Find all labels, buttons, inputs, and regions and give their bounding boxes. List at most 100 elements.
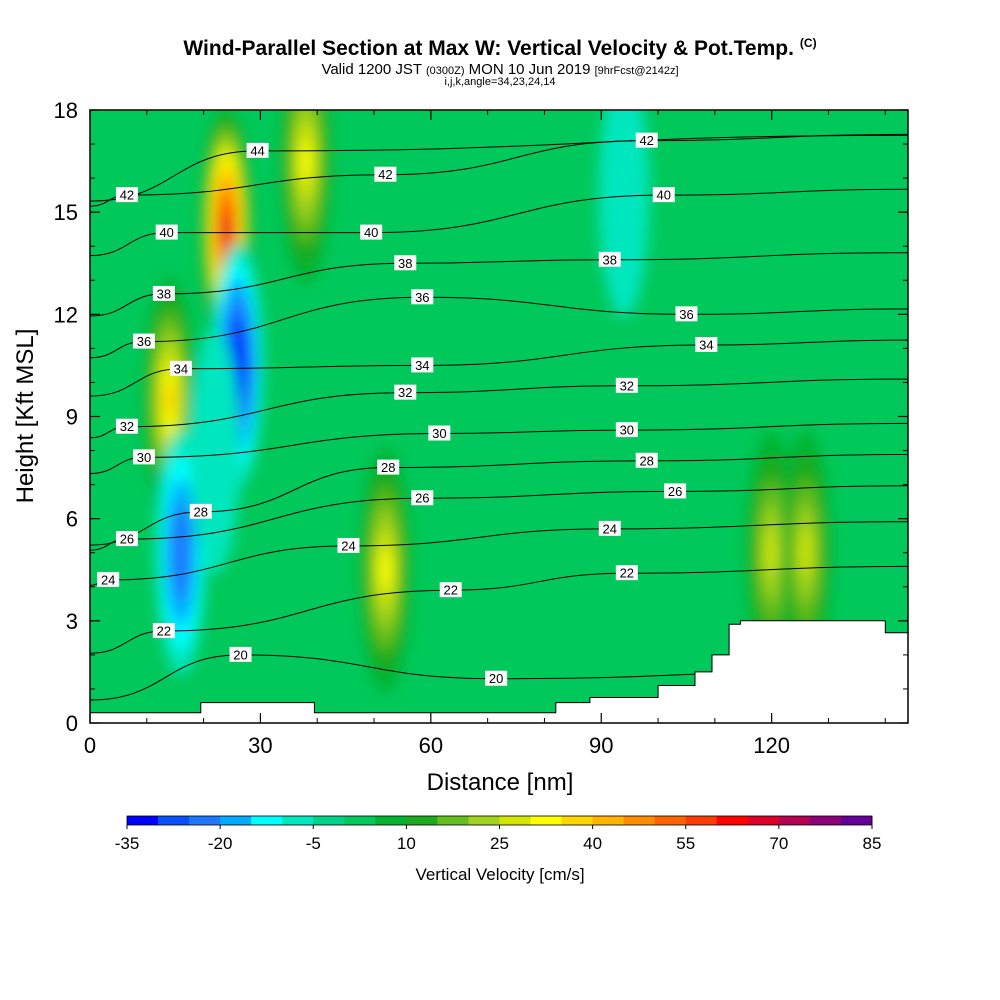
contour-label-text: 34 bbox=[699, 337, 713, 352]
contour-label: 20 bbox=[485, 670, 508, 686]
updraft-band bbox=[799, 528, 812, 578]
contour-label: 22 bbox=[439, 582, 462, 598]
contour-label: 28 bbox=[635, 452, 658, 468]
contour-label: 32 bbox=[615, 377, 638, 393]
contour-label-box bbox=[155, 224, 178, 240]
updraft-band bbox=[220, 219, 233, 240]
contour-label: 30 bbox=[132, 449, 155, 465]
contour-label-box bbox=[411, 357, 434, 373]
contour-label: 28 bbox=[377, 459, 400, 475]
contour-label-text: 32 bbox=[398, 385, 412, 400]
contour-label: 40 bbox=[155, 224, 178, 240]
contour-label: 36 bbox=[675, 306, 698, 322]
contour-label: 38 bbox=[394, 255, 417, 271]
contour-label-text: 44 bbox=[250, 143, 264, 158]
updraft-cell bbox=[280, 110, 332, 284]
theta-contour bbox=[90, 134, 908, 202]
colorbar-swatch bbox=[716, 816, 749, 825]
colorbar-swatch bbox=[437, 816, 469, 825]
colorbar-swatch bbox=[468, 816, 500, 825]
colorbar-label: Vertical Velocity [cm/s] bbox=[415, 865, 584, 884]
downdraft-band bbox=[611, 133, 637, 257]
theta-contour bbox=[90, 454, 908, 546]
colorbar-tick-label: 25 bbox=[490, 834, 509, 853]
contour-label: 30 bbox=[615, 422, 638, 438]
colorbar-tick-label: 55 bbox=[676, 834, 695, 853]
colorbar-tick-label: -20 bbox=[208, 834, 233, 853]
contour-label-text: 30 bbox=[432, 426, 446, 441]
contour-label-box bbox=[652, 187, 675, 203]
downdraft-band bbox=[202, 389, 228, 512]
contour-label-box bbox=[189, 503, 212, 519]
contour-label: 32 bbox=[115, 418, 138, 434]
contour-label: 26 bbox=[115, 531, 138, 547]
contour-label: 22 bbox=[152, 623, 175, 639]
valid-date: MON 10 Jun 2019 bbox=[468, 61, 591, 78]
contour-label-text: 22 bbox=[443, 583, 457, 598]
contour-label-box bbox=[598, 251, 621, 267]
colorbar-swatch bbox=[282, 816, 314, 825]
contour-label-text: 42 bbox=[378, 167, 392, 182]
contour-label: 26 bbox=[664, 483, 687, 499]
contour-label-text: 38 bbox=[157, 286, 171, 301]
contour-label-text: 20 bbox=[233, 647, 247, 662]
contour-label-text: 26 bbox=[668, 484, 682, 499]
x-axis-label: Distance [nm] bbox=[427, 769, 574, 796]
contour-label-text: 24 bbox=[341, 538, 355, 553]
contour-label: 32 bbox=[394, 384, 417, 400]
updraft-cell bbox=[780, 430, 832, 676]
contour-label: 38 bbox=[152, 285, 175, 301]
colorbar-swatch bbox=[561, 816, 594, 825]
contour-label: 20 bbox=[229, 646, 252, 662]
downdraft-cell bbox=[189, 327, 241, 574]
colorbar-swatch bbox=[623, 816, 656, 825]
colorbar-swatch bbox=[220, 816, 252, 825]
x-tick-label: 60 bbox=[419, 733, 443, 758]
colorbar-swatch bbox=[747, 816, 780, 825]
contour-label: 34 bbox=[411, 357, 434, 373]
x-tick-label: 0 bbox=[84, 733, 96, 758]
contour-label-text: 34 bbox=[415, 358, 429, 373]
colorbar-tick-label: 70 bbox=[769, 834, 788, 853]
y-tick-label: 6 bbox=[66, 507, 78, 532]
contour-label-box bbox=[411, 490, 434, 506]
y-tick-label: 3 bbox=[66, 609, 78, 634]
contour-label-box bbox=[152, 623, 175, 639]
contour-label-box bbox=[428, 425, 451, 441]
contour-label-text: 36 bbox=[137, 334, 151, 349]
colorbar-swatch bbox=[127, 816, 159, 825]
contour-label-text: 22 bbox=[157, 624, 171, 639]
contour-label: 44 bbox=[246, 142, 269, 158]
downdraft-cell bbox=[155, 430, 207, 676]
colorbar-tick-label: -35 bbox=[115, 834, 140, 853]
contour-label: 24 bbox=[598, 520, 621, 536]
contour-label: 42 bbox=[635, 132, 658, 148]
contour-label-box bbox=[132, 333, 155, 349]
colorbar-tick-label: 10 bbox=[397, 834, 416, 853]
contour-label: 24 bbox=[337, 537, 360, 553]
contour-label-box bbox=[97, 571, 120, 587]
contour-label-text: 32 bbox=[120, 419, 134, 434]
contour-label-text: 40 bbox=[364, 225, 378, 240]
contour-label-box bbox=[169, 360, 192, 376]
contour-label-box bbox=[411, 289, 434, 305]
contour-label-text: 30 bbox=[137, 450, 151, 465]
colorbar-swatch bbox=[158, 816, 190, 825]
colorbar-swatch bbox=[592, 816, 625, 825]
contour-label-text: 32 bbox=[620, 378, 634, 393]
colorbar-swatch bbox=[840, 816, 873, 825]
contour-label-text: 42 bbox=[120, 188, 134, 203]
contour-label-box bbox=[635, 452, 658, 468]
terrain bbox=[89, 620, 909, 724]
colorbar-swatch bbox=[189, 816, 221, 825]
y-tick-label: 15 bbox=[54, 200, 78, 225]
colorbar-swatch bbox=[778, 816, 811, 825]
contour-label-box bbox=[152, 285, 175, 301]
y-tick-label: 18 bbox=[54, 98, 78, 123]
valid-time: Valid 1200 JST bbox=[321, 61, 422, 78]
chart-title-text: Wind-Parallel Section at Max W: Vertical… bbox=[183, 37, 794, 60]
contour-label: 30 bbox=[428, 425, 451, 441]
copyright-mark: (C) bbox=[799, 36, 817, 50]
